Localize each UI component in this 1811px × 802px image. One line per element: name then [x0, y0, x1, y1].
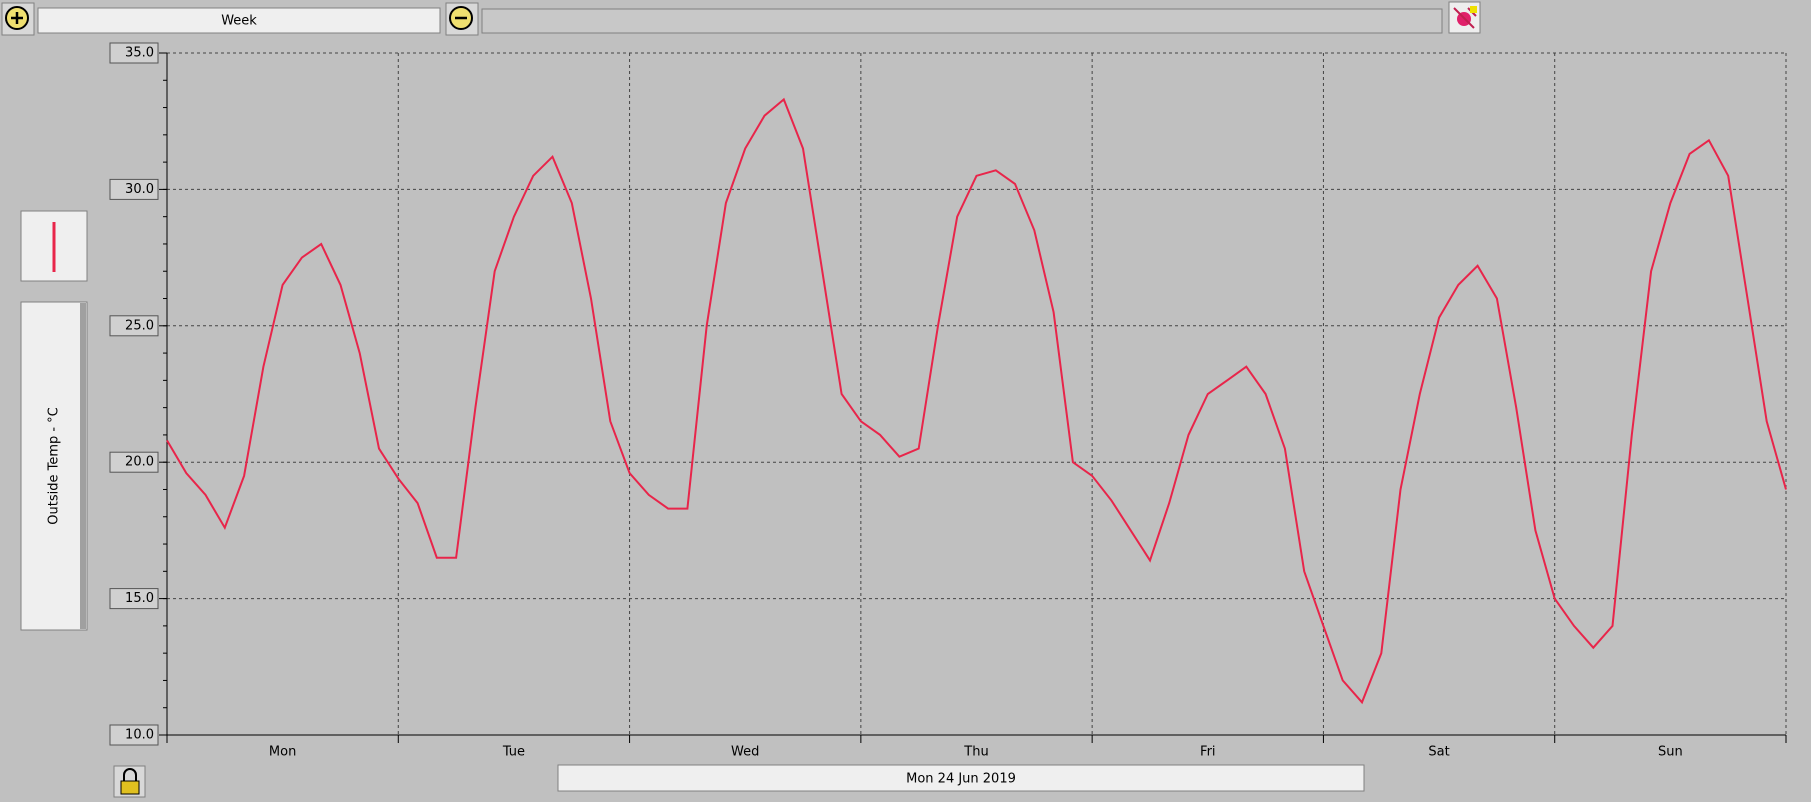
date-label: Mon 24 Jun 2019 — [906, 772, 1016, 787]
y-tick-box — [109, 178, 159, 200]
y-tick-label: 20.0 — [125, 455, 154, 470]
lock-button[interactable] — [113, 765, 146, 798]
y-tick-label: 15.0 — [125, 591, 154, 606]
y-tick-box — [109, 42, 159, 64]
x-tick-label: Mon — [269, 745, 296, 760]
scroll-bar[interactable] — [481, 8, 1443, 34]
y-tick-box — [109, 451, 159, 473]
zoom-in-button[interactable] — [1, 2, 35, 36]
range-box[interactable] — [37, 7, 441, 34]
x-tick-label: Fri — [1200, 745, 1216, 760]
y-tick-box — [109, 588, 159, 610]
y-tick-label: 30.0 — [125, 182, 154, 197]
x-tick-label: Thu — [963, 745, 988, 760]
y-tick-box — [109, 315, 159, 337]
zoom-out-button[interactable] — [445, 2, 479, 36]
x-tick-label: Sun — [1658, 745, 1683, 760]
y-tick-label: 35.0 — [125, 46, 154, 61]
x-tick-label: Sat — [1428, 745, 1449, 760]
range-label: Week — [221, 14, 257, 29]
y-tick-box — [109, 724, 159, 746]
legend-label: Outside Temp - °C — [47, 407, 62, 525]
x-tick-label: Wed — [731, 745, 759, 760]
y-tick-label: 25.0 — [125, 318, 154, 333]
y-tick-label: 10.0 — [125, 728, 154, 743]
legend-label-box[interactable] — [20, 301, 88, 631]
x-tick-label: Tue — [502, 745, 525, 760]
date-box[interactable] — [557, 764, 1365, 792]
data-line — [166, 97, 1787, 705]
legend-box-shade — [80, 303, 86, 629]
settings-button[interactable] — [1448, 1, 1481, 34]
